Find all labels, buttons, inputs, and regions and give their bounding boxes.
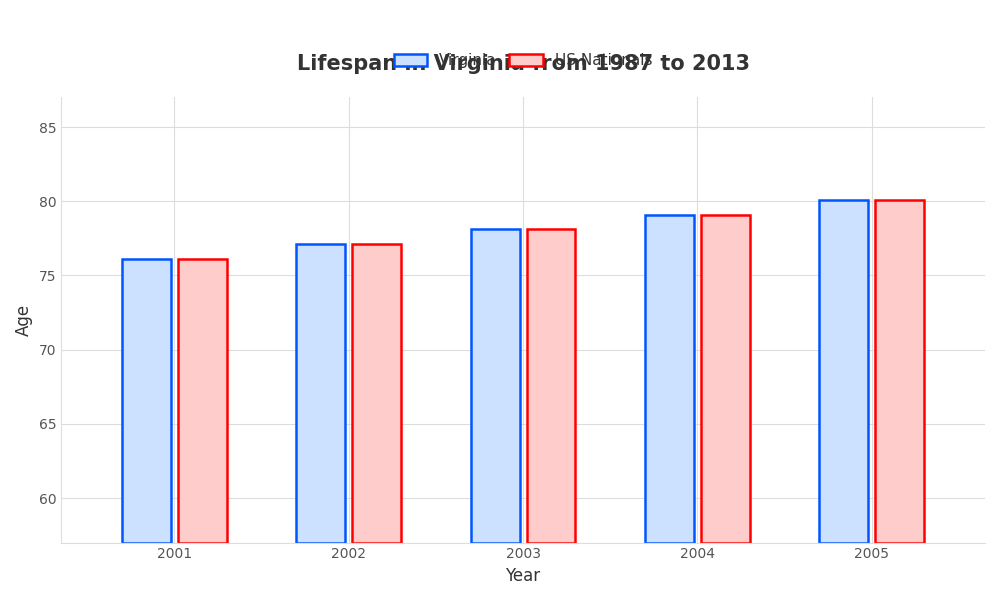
Bar	[122, 259, 171, 542]
Bar	[471, 229, 520, 542]
Bar	[296, 244, 345, 542]
Title: Lifespan in Virginia from 1987 to 2013: Lifespan in Virginia from 1987 to 2013	[297, 53, 750, 74]
Bar	[352, 244, 401, 542]
Legend: Virginia, US Nationals: Virginia, US Nationals	[387, 47, 659, 74]
Bar	[819, 200, 868, 542]
X-axis label: Year: Year	[505, 567, 541, 585]
Bar	[527, 229, 575, 542]
Bar	[701, 215, 750, 542]
Y-axis label: Age: Age	[15, 304, 33, 336]
Bar	[875, 200, 924, 542]
Bar	[178, 259, 227, 542]
Bar	[645, 215, 694, 542]
